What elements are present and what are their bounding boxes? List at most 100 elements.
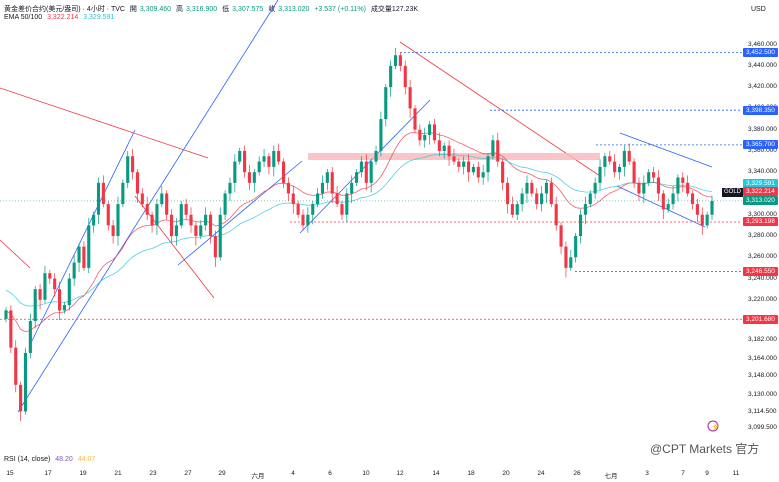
- candle-body: [145, 204, 149, 215]
- candle-body: [418, 129, 422, 141]
- red-trendline-1: [0, 87, 209, 159]
- gold-symbol-tag: GOLD: [722, 188, 744, 197]
- candle-body: [583, 204, 587, 215]
- candle-body: [350, 182, 354, 194]
- ema-legend[interactable]: EMA 50/100 3,322.214 3,329.591: [4, 14, 117, 21]
- candle-body: [462, 161, 466, 167]
- candle-body: [515, 204, 519, 215]
- time-tick-label: 六月: [251, 473, 265, 480]
- candle-body: [9, 310, 13, 348]
- price-tick-label: 3,420.000: [748, 83, 777, 91]
- time-tick-label: 9: [705, 470, 709, 477]
- open-label: 開: [129, 6, 137, 13]
- candle-body: [384, 87, 388, 120]
- price-tag: 3,365.700: [743, 140, 778, 150]
- candle-body: [617, 166, 622, 173]
- candle-body: [413, 108, 417, 130]
- price-tag: 3,246.550: [743, 267, 778, 277]
- candle-body: [101, 182, 105, 205]
- candle-body: [301, 214, 305, 226]
- candle-body: [82, 246, 86, 268]
- open-value: 3,309.460: [139, 6, 172, 13]
- candle-body: [525, 182, 529, 194]
- time-tick-label: 17: [44, 470, 52, 477]
- candle-body: [559, 225, 563, 247]
- candle-body: [155, 204, 159, 226]
- price-tag: 3,313.020: [743, 196, 778, 206]
- candle-body: [335, 193, 339, 205]
- candle-body: [223, 193, 227, 215]
- candle-body: [306, 214, 310, 226]
- candle-body: [296, 204, 300, 215]
- time-tick-label: 4: [291, 470, 295, 477]
- price-tick-label: 3,440.000: [748, 61, 777, 69]
- low-label: 低: [222, 6, 230, 13]
- time-tick-label: 29: [218, 470, 226, 477]
- candle-body: [311, 204, 315, 215]
- candle-body: [540, 193, 544, 205]
- candle-body: [281, 161, 286, 183]
- candle-body: [374, 150, 378, 162]
- candle-body: [204, 214, 208, 226]
- price-tick-label: 3,164.000: [748, 355, 777, 363]
- candle-body: [681, 177, 685, 183]
- candle-body: [194, 225, 198, 236]
- candle-body: [627, 150, 631, 162]
- candle-body: [471, 166, 475, 173]
- price-tag: 3,398.350: [743, 105, 778, 115]
- candle-body: [642, 182, 646, 194]
- ema50-value: 3,322.214: [47, 14, 79, 21]
- time-tick-label: 7: [681, 470, 685, 477]
- candle-body: [62, 305, 66, 311]
- low-value: 3,307.575: [232, 6, 264, 13]
- candle-body: [393, 55, 398, 66]
- blue-channel-6: [616, 185, 706, 228]
- candle-body: [140, 193, 144, 205]
- currency-label[interactable]: USD: [751, 6, 766, 13]
- red-trendline-2: [0, 239, 31, 269]
- candle-body: [53, 278, 57, 290]
- price-tick-label: 3,300.000: [748, 210, 777, 218]
- candle-body: [23, 352, 28, 412]
- candle-body: [150, 214, 154, 226]
- alert-icon[interactable]: ⚡: [707, 420, 720, 432]
- candle-body: [77, 246, 81, 263]
- candle-body: [554, 204, 558, 226]
- candle-body: [33, 289, 37, 322]
- symbol-title: 黄金差价合约(美元/盎司) · 4小时 · TVC: [4, 6, 125, 13]
- candle-body: [549, 182, 553, 205]
- time-tick-label: 6: [328, 470, 332, 477]
- candle-body: [710, 200, 714, 215]
- price-tick-label: 3,114.500: [748, 407, 777, 415]
- candle-body: [690, 193, 695, 205]
- candle-body: [345, 193, 349, 215]
- close-value: 3,313.020: [278, 6, 310, 13]
- price-tick-label: 3,340.000: [748, 168, 777, 176]
- price-tick-label: 3,360.000: [748, 146, 777, 154]
- candle-body: [179, 204, 183, 226]
- price-tag: 3,452.500: [743, 48, 778, 58]
- time-tick-label: 3: [645, 470, 649, 477]
- ema-label: EMA 50/100: [4, 14, 43, 21]
- candle-body: [661, 193, 665, 210]
- candle-body: [466, 161, 471, 173]
- price-tick-label: 3,460.000: [748, 40, 777, 48]
- candle-body: [243, 150, 247, 173]
- candle-body: [87, 225, 91, 268]
- candle-body: [432, 124, 437, 141]
- candle-body: [486, 156, 490, 173]
- time-tick-label: 14: [432, 470, 440, 477]
- rsi-label: RSI (14, close): [4, 456, 51, 463]
- candle-body: [403, 65, 407, 88]
- candle-body: [408, 87, 412, 109]
- candle-body: [43, 273, 47, 300]
- candle-body: [257, 161, 261, 173]
- candle-body: [131, 156, 135, 173]
- candle-body: [213, 236, 217, 258]
- candle-body: [189, 214, 193, 226]
- candle-body: [423, 135, 427, 141]
- rsi-legend[interactable]: RSI (14, close) 48.20 44.07: [4, 456, 98, 463]
- rsi-value-1: 48.20: [55, 456, 73, 463]
- price-chart[interactable]: ⚡: [0, 0, 742, 452]
- candle-body: [316, 193, 320, 205]
